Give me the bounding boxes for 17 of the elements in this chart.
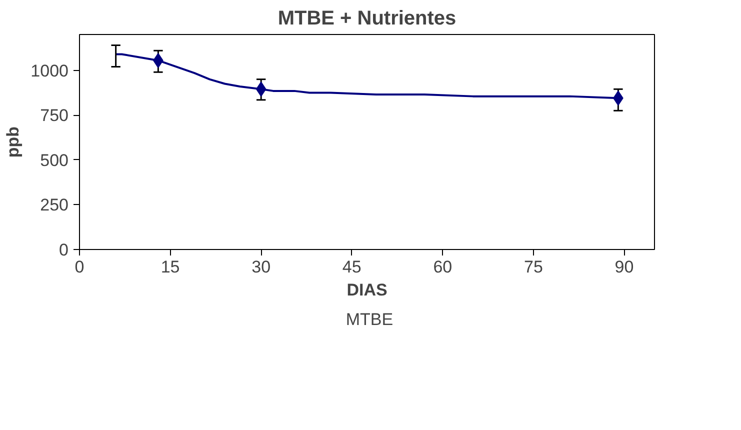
x-tick-label: 60 (433, 258, 452, 276)
x-tick-label: 75 (524, 258, 543, 276)
x-tick-label: 90 (614, 258, 634, 276)
x-axis-title: DIAS (346, 280, 388, 300)
x-tick-label: 45 (342, 258, 362, 276)
x-tick-label: 30 (252, 258, 271, 276)
y-tick-label: 750 (40, 106, 69, 126)
text: MTBE (346, 310, 394, 330)
x-tick-label: 0 (74, 258, 84, 276)
y-tick-label: 250 (40, 196, 69, 215)
y-axis-title: ppb (4, 126, 23, 158)
y-tick-label: 500 (40, 150, 69, 170)
point (256, 82, 266, 97)
chart-title: MTBE + Nutrientes (278, 8, 456, 30)
y-tick-label: 1000 (30, 61, 69, 80)
x-tick-label: 15 (160, 258, 180, 276)
y-tick-label: 0 (59, 240, 69, 260)
